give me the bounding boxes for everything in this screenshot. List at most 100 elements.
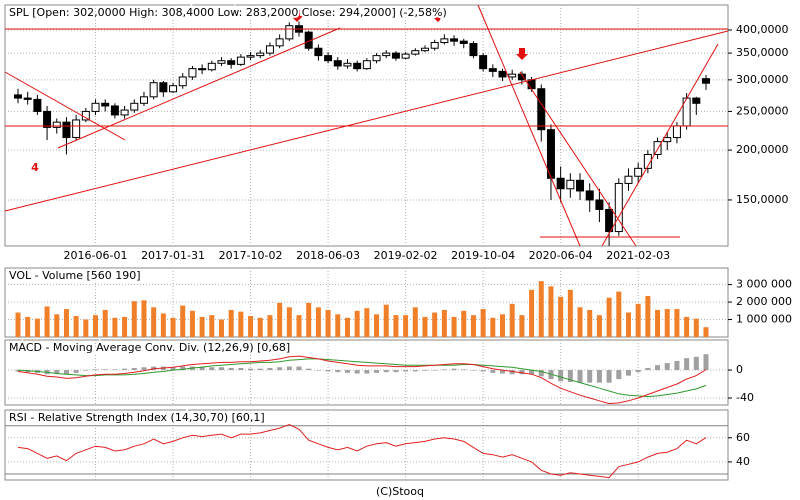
candle-body	[275, 38, 284, 47]
macd-histogram-bar	[664, 363, 670, 371]
x-tick-label: 2019-10-04	[451, 249, 515, 262]
macd-histogram-bar	[432, 370, 438, 371]
macd-histogram-bar	[83, 370, 89, 371]
candle-body	[469, 42, 478, 57]
candle-body	[285, 25, 294, 40]
volume-bar	[684, 316, 690, 337]
annotation: 4	[31, 161, 39, 174]
volume-bar	[25, 316, 31, 337]
candle-body	[605, 208, 614, 233]
volume-bar	[83, 319, 89, 337]
volume-bar	[393, 315, 399, 337]
macd-histogram-bar	[500, 370, 506, 374]
signal-arrow	[291, 10, 303, 22]
y-tick-label: 250,0000	[736, 104, 789, 117]
volume-bar	[93, 315, 99, 337]
macd-histogram-bar	[141, 367, 147, 371]
candle-body	[411, 50, 420, 55]
footer: (C)Stooq	[376, 485, 424, 498]
macd-histogram-bar	[451, 368, 457, 371]
macd-histogram-bar	[470, 370, 476, 371]
x-tick-label: 2017-01-31	[141, 249, 205, 262]
candle-body	[14, 94, 22, 99]
trend-line	[4, 30, 729, 212]
macd-histogram-bar	[635, 370, 641, 373]
volume-bar	[635, 303, 641, 337]
volume-bar	[131, 301, 137, 337]
candle-body	[566, 179, 575, 190]
candle-body	[401, 53, 410, 59]
macd-histogram-bar	[238, 367, 244, 371]
trend-line	[601, 43, 719, 247]
candle-body	[614, 182, 623, 233]
candle-body	[207, 62, 216, 71]
candle-body	[227, 60, 236, 65]
candle-body	[508, 73, 517, 78]
macd-histogram-bar	[606, 370, 612, 383]
signal-arrow	[432, 10, 444, 22]
volume-bar	[63, 309, 69, 337]
macd-histogram-bar	[354, 370, 360, 374]
volume-bar	[470, 315, 476, 337]
candle-body	[130, 102, 139, 111]
macd-histogram-bar	[422, 370, 428, 371]
volume-bar	[441, 309, 447, 337]
macd-histogram-bar	[693, 356, 699, 371]
candle-body	[33, 98, 42, 112]
volume-bar	[248, 316, 254, 337]
macd-histogram-bar	[703, 354, 709, 371]
x-tick-label: 2020-06-04	[529, 249, 593, 262]
volume-bar	[286, 307, 292, 337]
candle-body	[62, 121, 71, 139]
volume-bar	[44, 306, 50, 337]
signal-arrow	[516, 48, 528, 60]
volume-bar	[596, 315, 602, 337]
candle-body	[149, 82, 158, 98]
macd-histogram-bar	[684, 358, 690, 371]
volume-bar	[529, 289, 535, 337]
candle-body	[702, 78, 710, 84]
macd-histogram-bar	[306, 368, 312, 371]
candle-body	[440, 38, 449, 44]
macd-histogram-bar	[257, 368, 263, 371]
rsi-line	[17, 423, 707, 479]
macd-histogram-bar	[577, 370, 583, 383]
volume-bar	[509, 303, 515, 337]
volume-bar	[257, 317, 263, 337]
candle-body	[139, 96, 148, 104]
candle-body	[178, 76, 187, 87]
volume-bar	[315, 307, 321, 337]
candle-body	[169, 85, 178, 93]
volume-bar	[112, 317, 118, 337]
macd-histogram-bar	[122, 368, 128, 371]
volume-bar	[180, 305, 186, 337]
macd-histogram-bar	[344, 370, 350, 373]
candle-body	[256, 52, 265, 57]
macd-histogram-bar	[616, 370, 622, 380]
y-tick-label: 350,0000	[736, 46, 789, 59]
volume-bar	[655, 309, 661, 337]
candle-body	[391, 52, 400, 59]
volume-bar	[189, 310, 195, 337]
volume-bar	[645, 295, 651, 337]
candle-body	[343, 62, 352, 67]
macd-histogram-bar	[383, 370, 389, 373]
macd-histogram-bar	[364, 370, 370, 374]
trend-line	[477, 4, 581, 247]
macd-histogram-bar	[325, 370, 331, 372]
volume-bar	[606, 297, 612, 337]
macd-histogram-bar	[170, 367, 176, 371]
candle-body	[372, 55, 381, 62]
volume-bar	[461, 310, 467, 337]
y-tick-label: 3 000 000	[736, 278, 792, 291]
candle-body	[72, 119, 81, 139]
x-tick-label: 2017-10-02	[219, 249, 283, 262]
volume-bar	[170, 317, 176, 337]
volume-bar	[160, 313, 166, 337]
volume-bar	[344, 317, 350, 337]
candle-body	[188, 68, 197, 78]
trend-line	[4, 71, 126, 141]
macd-histogram-bar	[315, 370, 321, 371]
panel-title: VOL - Volume [560 190]	[9, 269, 141, 282]
volume-bar	[277, 302, 283, 337]
